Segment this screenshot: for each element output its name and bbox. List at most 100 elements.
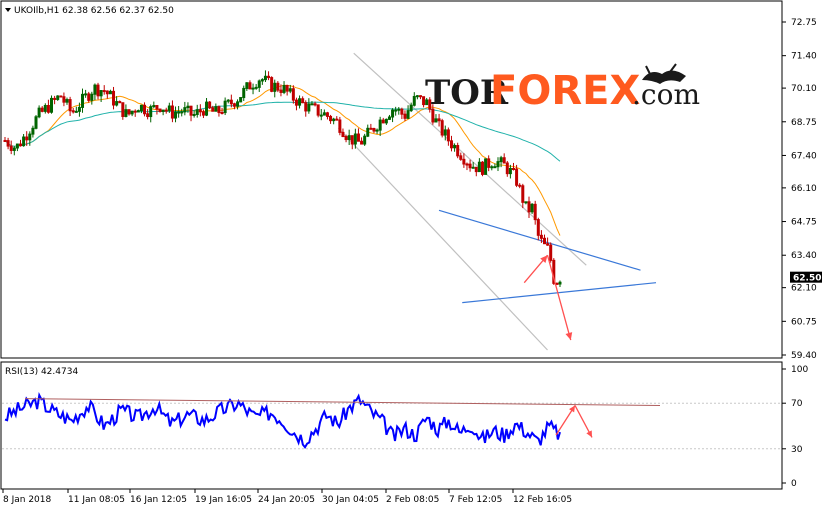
candle-body — [468, 163, 472, 169]
candle-body — [493, 166, 497, 169]
candle-body — [143, 104, 147, 115]
candle-body — [257, 80, 261, 88]
torforex-logo: TOR FOREX .com — [425, 63, 700, 114]
price-tag-box — [790, 271, 822, 283]
candle-body — [511, 167, 515, 170]
price-tick-label: 72.75 — [791, 18, 817, 28]
candle-body — [422, 96, 426, 106]
price-tick-label: 63.40 — [791, 251, 817, 261]
candle-body — [515, 168, 519, 186]
price-tick-label: 64.75 — [791, 218, 817, 228]
candle-body — [124, 109, 128, 117]
price-tick-label: 68.75 — [791, 118, 817, 128]
candle-body — [260, 79, 264, 82]
candle-body — [40, 107, 44, 112]
candle-body — [205, 101, 209, 116]
candle-body — [434, 118, 438, 123]
candle-body — [304, 102, 308, 112]
candle-body — [136, 110, 140, 113]
candle-body — [502, 157, 506, 164]
current-price-tag: 62.50 — [790, 271, 822, 284]
candle-body — [183, 107, 187, 113]
candle-body — [400, 108, 404, 115]
channel-line-line — [353, 52, 587, 266]
chart-title: UKOIlb,H1 62.38 62.56 62.37 62.50 — [14, 6, 174, 16]
candle-body — [189, 105, 193, 116]
candle-body — [273, 82, 277, 92]
candle-body — [456, 145, 460, 157]
rsi-group — [2, 392, 782, 450]
candle-body — [397, 108, 401, 111]
candle-body — [115, 101, 119, 106]
candle-body — [93, 84, 97, 95]
candle-body — [62, 96, 66, 103]
candle-body — [552, 259, 556, 284]
candle-body — [533, 203, 537, 221]
candle-body — [443, 129, 447, 136]
time-tick-label: 30 Jan 04:05 — [322, 495, 379, 505]
candle-body — [549, 244, 553, 261]
price-tick-label: 67.40 — [791, 151, 817, 161]
time-tick-label: 7 Feb 12:05 — [449, 495, 502, 505]
candle-body — [524, 201, 528, 204]
candle-body — [133, 110, 137, 113]
candle-body — [298, 98, 302, 106]
candle-body — [77, 106, 81, 112]
price-axis-ticks: 72.75 71.40 70.10 68.75 67.40 66.10 64.75 63.40… — [782, 18, 817, 361]
time-tick-label: 2 Feb 08:05 — [386, 495, 439, 505]
price-tick-label: 62.10 — [791, 284, 817, 294]
candle-body — [59, 95, 63, 98]
candle-body — [43, 104, 47, 112]
candle-body — [449, 140, 453, 149]
candle-body — [338, 119, 342, 133]
triangle-line-line — [462, 282, 657, 304]
candle-body — [22, 136, 26, 147]
candle-body — [99, 90, 103, 97]
candle-body — [332, 118, 336, 122]
candle-body — [155, 105, 159, 110]
candle-body — [279, 89, 283, 93]
channel-line-line — [337, 127, 548, 351]
candle-body — [130, 110, 134, 115]
candle-body — [329, 115, 333, 122]
rsi-label: RSI(13) 42.4734 — [5, 367, 78, 377]
candle-body — [508, 167, 512, 175]
candle-body — [350, 135, 354, 145]
candle-body — [6, 140, 10, 147]
candle-body — [170, 105, 174, 119]
candle-body — [465, 163, 469, 166]
candle-body — [3, 139, 7, 142]
candle-body — [301, 98, 305, 104]
candle-body — [248, 82, 252, 90]
candle-body — [412, 95, 416, 106]
candle-body — [68, 99, 72, 112]
candle-body — [56, 95, 60, 100]
rsi-line — [4, 392, 561, 450]
triangle-line-line — [438, 209, 641, 271]
time-tick-label: 19 Jan 16:05 — [195, 495, 252, 505]
candle-body — [316, 104, 320, 116]
candle-body — [192, 113, 196, 116]
candle-body — [74, 110, 78, 113]
candle-body — [490, 166, 494, 169]
candle-body — [418, 95, 422, 98]
candle-body — [363, 135, 367, 145]
candle-body — [378, 119, 382, 131]
moving-average-group — [4, 84, 561, 236]
candle-body — [223, 100, 227, 114]
candle-body — [65, 99, 69, 103]
candle-body — [208, 101, 212, 109]
candle-body — [84, 93, 88, 96]
arrow-group — [523, 254, 573, 341]
candle-body — [428, 99, 432, 110]
candle-body — [9, 145, 13, 151]
candle-body — [375, 129, 379, 132]
rsi-trend-line — [24, 398, 661, 406]
candle-body — [521, 185, 525, 203]
candle-body — [149, 106, 153, 118]
candle-body — [394, 109, 398, 112]
candle-body — [437, 118, 441, 122]
candle-body — [161, 109, 165, 112]
candle-body — [480, 161, 484, 175]
candle-body — [384, 118, 388, 124]
